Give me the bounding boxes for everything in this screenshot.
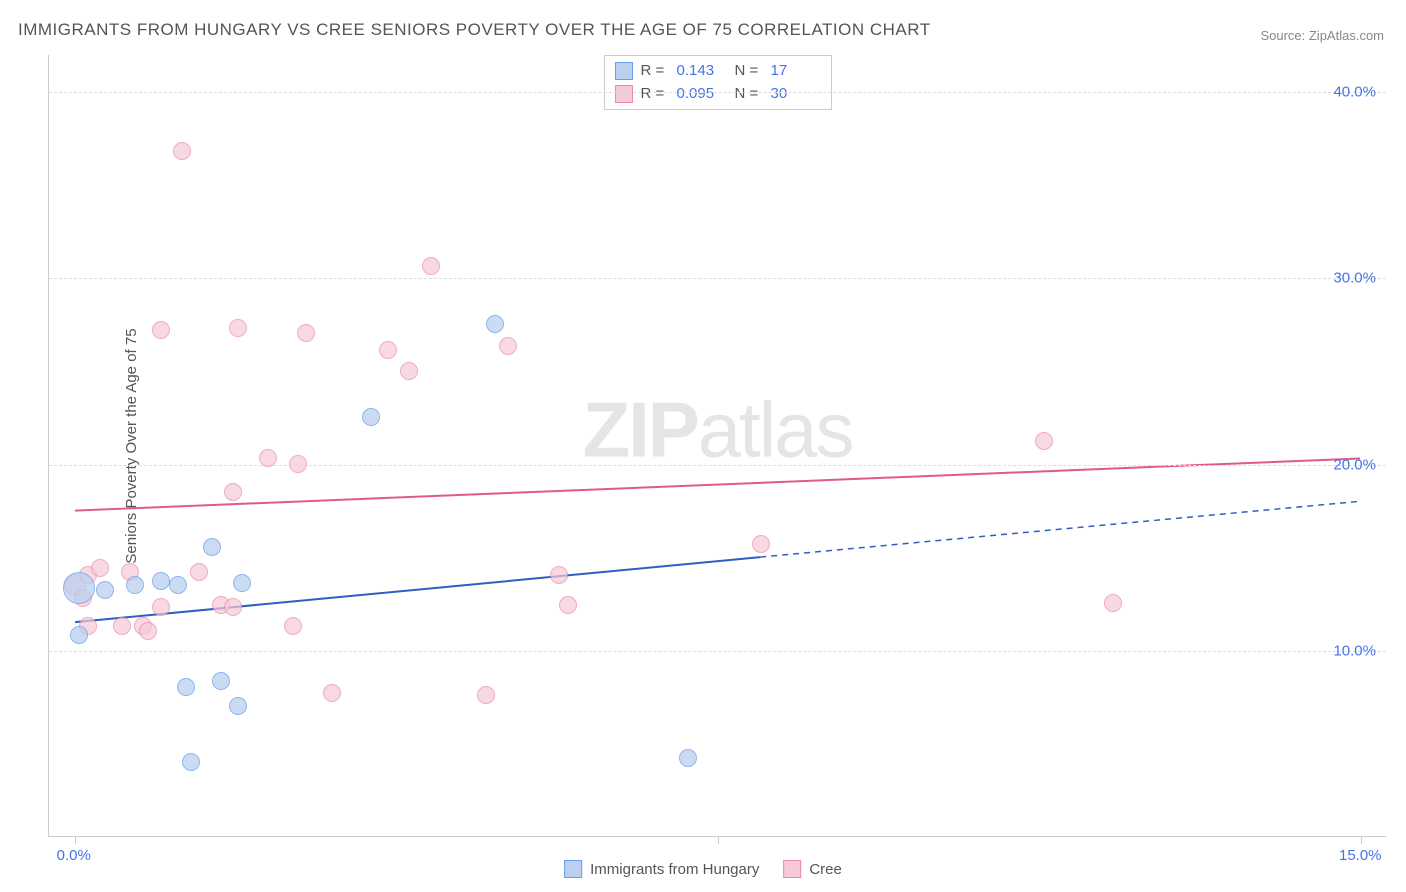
scatter-point-cree (297, 324, 315, 342)
scatter-point-hungary (63, 572, 95, 604)
scatter-point-cree (752, 535, 770, 553)
scatter-point-hungary (203, 538, 221, 556)
scatter-point-cree (224, 483, 242, 501)
scatter-point-cree (139, 622, 157, 640)
scatter-point-cree (224, 598, 242, 616)
y-tick-label: 10.0% (1333, 642, 1376, 659)
scatter-point-hungary (233, 574, 251, 592)
scatter-point-cree (284, 617, 302, 635)
legend-swatch (564, 860, 582, 878)
scatter-point-hungary (679, 749, 697, 767)
gridline (49, 278, 1386, 279)
series-label: Immigrants from Hungary (590, 861, 759, 878)
x-tick (1361, 836, 1362, 844)
scatter-point-hungary (152, 572, 170, 590)
scatter-point-cree (152, 598, 170, 616)
scatter-point-hungary (486, 315, 504, 333)
scatter-point-hungary (212, 672, 230, 690)
series-legend-item: Cree (783, 860, 842, 878)
correlation-chart: IMMIGRANTS FROM HUNGARY VS CREE SENIORS … (0, 0, 1406, 892)
series-legend-item: Immigrants from Hungary (564, 860, 759, 878)
gridline (49, 651, 1386, 652)
scatter-point-cree (422, 257, 440, 275)
scatter-point-hungary (362, 408, 380, 426)
series-legend: Immigrants from Hungary Cree (564, 860, 842, 878)
scatter-point-hungary (96, 581, 114, 599)
scatter-point-cree (229, 319, 247, 337)
scatter-point-cree (323, 684, 341, 702)
y-tick-label: 20.0% (1333, 456, 1376, 473)
scatter-point-cree (1104, 594, 1122, 612)
scatter-point-cree (400, 362, 418, 380)
scatter-point-cree (1035, 432, 1053, 450)
scatter-point-cree (477, 686, 495, 704)
x-tick (75, 836, 76, 844)
scatter-point-cree (550, 566, 568, 584)
scatter-point-hungary (169, 576, 187, 594)
scatter-point-cree (259, 449, 277, 467)
scatter-point-cree (113, 617, 131, 635)
scatter-point-cree (289, 455, 307, 473)
y-tick-label: 30.0% (1333, 270, 1376, 287)
scatter-point-cree (379, 341, 397, 359)
scatter-point-cree (190, 563, 208, 581)
scatter-point-hungary (182, 753, 200, 771)
scatter-point-cree (152, 321, 170, 339)
x-tick (718, 836, 719, 844)
scatter-point-hungary (126, 576, 144, 594)
legend-swatch (783, 860, 801, 878)
scatter-point-cree (499, 337, 517, 355)
series-label: Cree (809, 861, 842, 878)
trend-lines-layer (49, 55, 1386, 836)
scatter-point-hungary (229, 697, 247, 715)
gridline (49, 92, 1386, 93)
gridline (49, 465, 1386, 466)
plot-area: ZIPatlas R =0.143N =17R =0.095N =30 10.0… (48, 55, 1386, 837)
chart-title: IMMIGRANTS FROM HUNGARY VS CREE SENIORS … (18, 20, 931, 40)
scatter-point-cree (173, 142, 191, 160)
x-tick-label: 0.0% (57, 847, 91, 864)
scatter-point-hungary (70, 626, 88, 644)
trend-line-extrapolated (760, 501, 1360, 557)
y-tick-label: 40.0% (1333, 84, 1376, 101)
scatter-point-hungary (177, 678, 195, 696)
scatter-point-cree (91, 559, 109, 577)
x-tick-label: 15.0% (1339, 847, 1382, 864)
scatter-point-cree (559, 596, 577, 614)
source-label: Source: ZipAtlas.com (1260, 28, 1384, 43)
